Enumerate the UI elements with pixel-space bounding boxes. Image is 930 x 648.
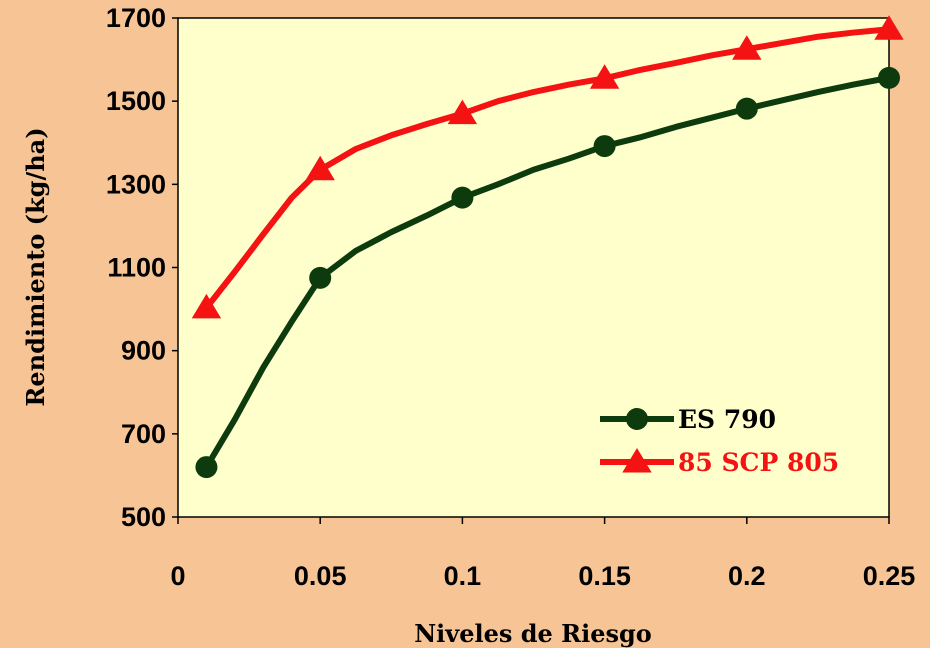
series-1-point <box>874 15 904 40</box>
x-axis: 0 0.05 0.1 0.15 0.2 0.25 <box>170 517 915 591</box>
series-0-point <box>451 186 474 209</box>
y-axis-title: Rendimiento (kg/ha) <box>21 127 50 406</box>
y-tick-label: 1300 <box>106 169 166 199</box>
y-tick-label: 500 <box>121 502 166 532</box>
y-tick-label: 1500 <box>106 86 166 116</box>
x-tick-label: 0.1 <box>444 561 482 591</box>
series-0-point <box>195 456 218 479</box>
series-line-0 <box>203 74 892 471</box>
legend-label-0: ES 790 <box>678 405 776 434</box>
x-tick-label: 0.15 <box>578 561 631 591</box>
series-1-point <box>447 99 478 125</box>
x-axis-title: Niveles de Riesgo <box>414 619 652 648</box>
series-0-point <box>309 266 332 289</box>
y-tick-label: 700 <box>121 419 166 449</box>
series-0-point <box>735 97 758 120</box>
series-1-point <box>305 155 335 181</box>
y-tick-label: 1100 <box>107 253 166 283</box>
x-tick-label: 0 <box>170 561 185 591</box>
series-1-point <box>589 64 620 89</box>
y-tick-label: 1700 <box>106 3 166 33</box>
legend-marker-1 <box>622 448 652 473</box>
legend-marker-0 <box>626 408 648 430</box>
series-0-point <box>593 135 616 158</box>
series-1-point <box>732 35 762 60</box>
x-tick-label: 0.25 <box>863 561 916 591</box>
series-line-1 <box>203 26 892 311</box>
x-tick-label: 0.2 <box>728 561 766 591</box>
y-tick-label: 900 <box>121 336 166 366</box>
series-layer <box>191 15 904 479</box>
x-tick-label: 0.05 <box>294 561 347 591</box>
legend-label-1: 85 SCP 805 <box>678 448 839 477</box>
y-axis: 500 700 900 1100 1300 1500 1700 <box>106 3 178 532</box>
legend: ES 790 85 SCP 805 <box>600 405 839 477</box>
series-0-point <box>878 66 900 89</box>
series-1-point <box>191 293 222 319</box>
